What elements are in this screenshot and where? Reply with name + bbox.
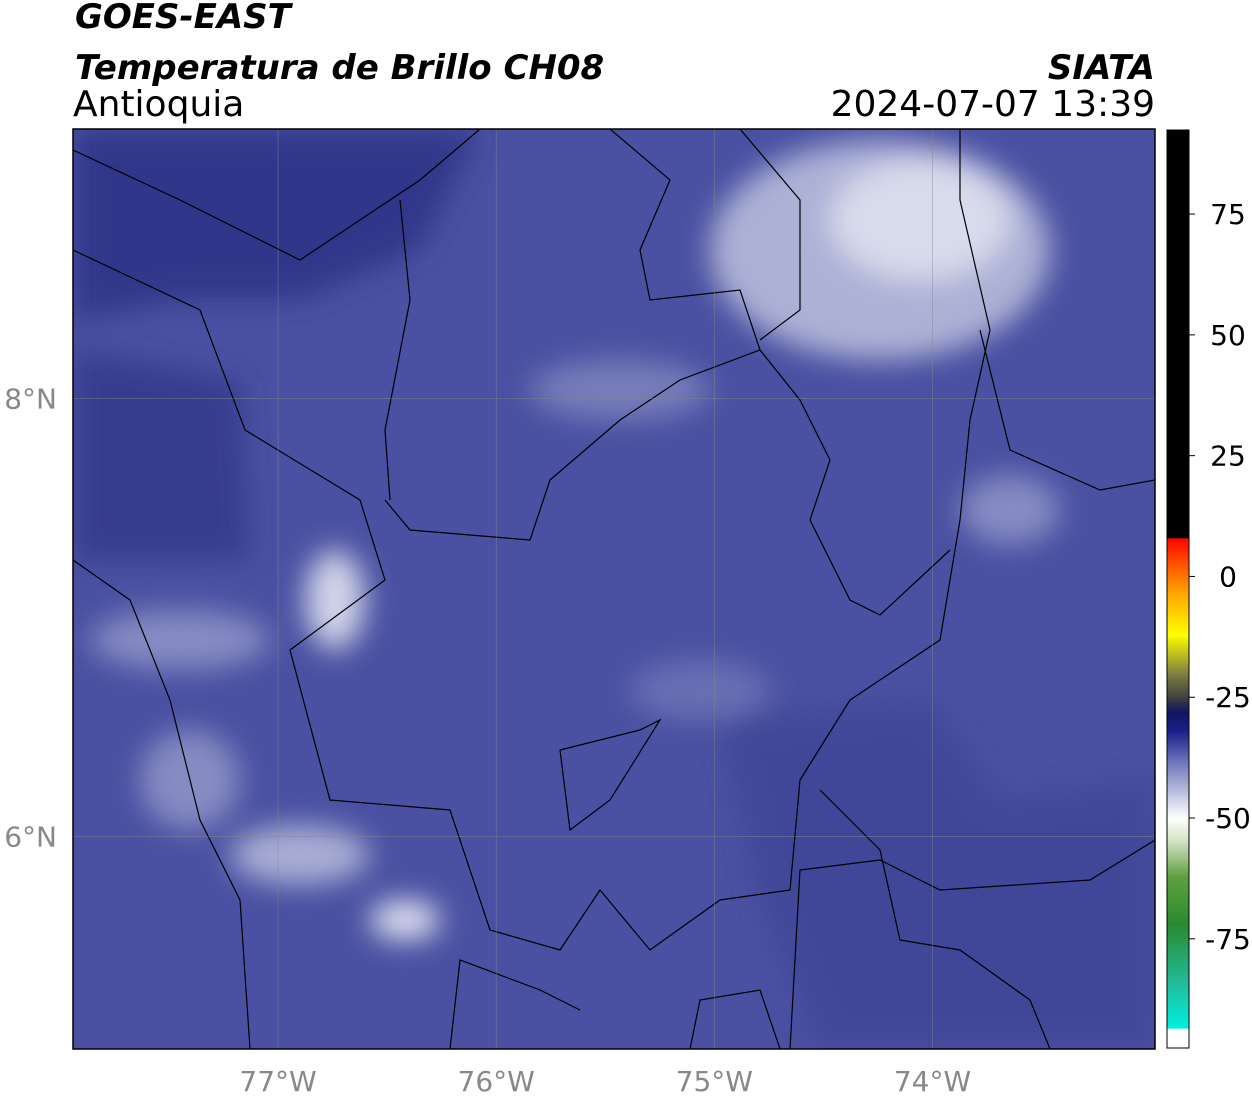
colorbar-tick-label: 0: [1219, 560, 1237, 593]
title: GOES-EAST: [75, 0, 294, 37]
map-image: [73, 129, 1155, 1049]
x-tick-label: 74°W: [894, 1065, 971, 1098]
colorbar-tick-label: -75: [1205, 923, 1251, 956]
colorbar-segment: [1167, 590, 1189, 635]
colorbar-tick-label: -50: [1205, 802, 1251, 835]
subtitle: Temperatura de Brillo CH08: [75, 48, 604, 88]
map-frame: [72, 128, 1156, 1050]
y-tick-label: 6°N: [4, 821, 57, 854]
datetime: 2024-07-07 13:39: [831, 84, 1155, 125]
colorbar-frame: [1166, 129, 1190, 1049]
source: SIATA: [1048, 48, 1155, 88]
colorbar-segment: [1167, 760, 1189, 795]
region: Antioquia: [73, 84, 244, 125]
colorbar-tick-label: 50: [1210, 319, 1246, 352]
colorbar-tick-label: 75: [1210, 198, 1246, 231]
colorbar-segment: [1167, 793, 1189, 819]
y-tick-label: 8°N: [4, 382, 57, 415]
colorbar-segment: [1167, 818, 1189, 843]
colorbar: [1167, 130, 1195, 1049]
colorbar-segment: [1167, 731, 1189, 761]
x-tick-label: 76°W: [458, 1065, 535, 1098]
colorbar-segment: [1167, 130, 1189, 539]
x-tick-label: 75°W: [676, 1065, 753, 1098]
colorbar-segment: [1167, 673, 1189, 698]
x-tick-label: 77°W: [239, 1065, 316, 1098]
colorbar-tick-label: -25: [1205, 681, 1251, 714]
colorbar-tick-label: 25: [1210, 440, 1246, 473]
colorbar-segment: [1167, 697, 1189, 713]
colorbar-segment: [1167, 552, 1189, 592]
graticule: [73, 129, 1155, 1049]
colorbar-segment: [1167, 924, 1189, 988]
colorbar-segment: [1167, 987, 1189, 1029]
colorbar-segment: [1167, 711, 1189, 732]
colorbar-segment: [1167, 842, 1189, 877]
colorbar-segment: [1167, 1028, 1189, 1049]
colorbar-segment: [1167, 875, 1189, 925]
colorbar-segment: [1167, 537, 1189, 553]
colorbar-segment: [1167, 634, 1189, 674]
